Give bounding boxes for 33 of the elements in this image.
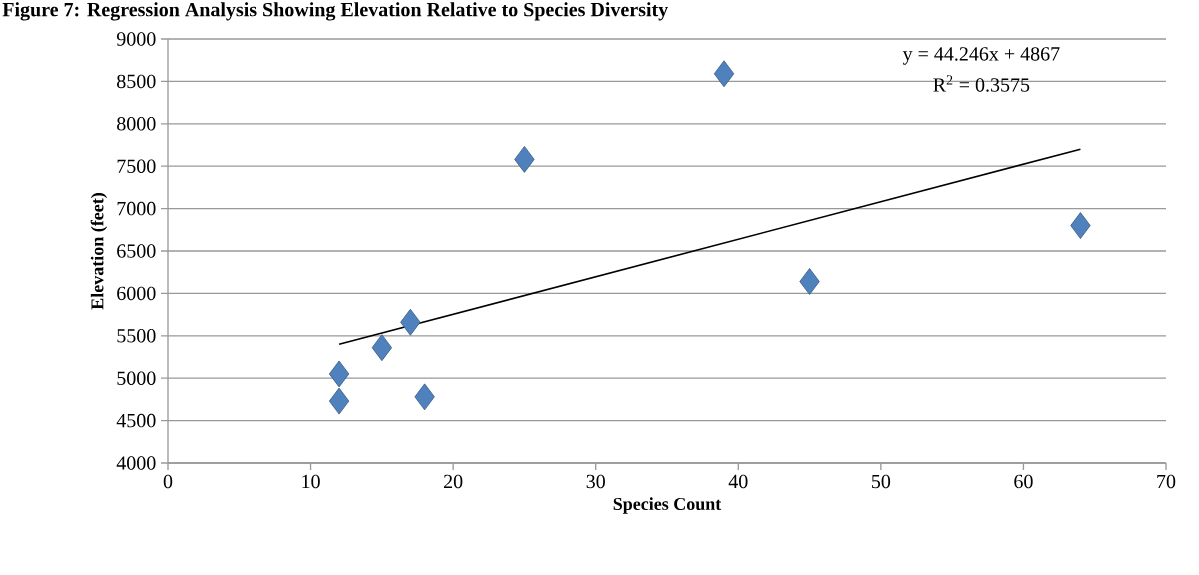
y-tick-label: 4000 xyxy=(116,456,156,470)
point xyxy=(400,308,421,336)
point xyxy=(514,146,535,173)
annotation: y = 44.246x + 4867 xyxy=(902,47,1060,65)
y-tick-label: 5000 xyxy=(117,371,156,385)
y-tick-label: 9000 xyxy=(116,32,156,46)
chart-title: Figure 7: Regression Analysis Showing Elevation Relative to Species Diversity xyxy=(2,2,668,21)
point xyxy=(1070,212,1091,239)
x-tick-label: 30 xyxy=(586,474,605,489)
y-axis-title: Elevation (feet) xyxy=(90,193,108,310)
x-tick-label: 70 xyxy=(1157,474,1176,489)
point xyxy=(328,360,350,388)
x-tick-label: 0 xyxy=(163,474,173,489)
x-tick-label: 60 xyxy=(1014,474,1033,489)
y-tick-label: 4500 xyxy=(116,413,156,428)
point xyxy=(328,387,350,415)
x-tick-label: 40 xyxy=(728,474,748,489)
x-tick-label: 20 xyxy=(444,474,463,489)
point xyxy=(799,268,820,295)
y-tick-label: 6500 xyxy=(117,244,156,258)
y-tick-label: 5500 xyxy=(117,329,156,343)
x-axis-title: Species Count xyxy=(613,497,722,514)
point xyxy=(414,383,435,411)
annotation: R$^{2}$ = 0.3575 xyxy=(933,75,1030,92)
y-tick-label: 8000 xyxy=(117,117,156,131)
y-tick-label: 8500 xyxy=(117,74,156,89)
y-tick-label: 7000 xyxy=(117,201,156,216)
point xyxy=(713,60,735,88)
y-tick-label: 6000 xyxy=(117,286,156,301)
point xyxy=(371,334,393,362)
y-tick-label: 7500 xyxy=(117,159,156,173)
x-tick-label: 10 xyxy=(302,474,320,489)
x-tick-label: 50 xyxy=(872,474,891,489)
